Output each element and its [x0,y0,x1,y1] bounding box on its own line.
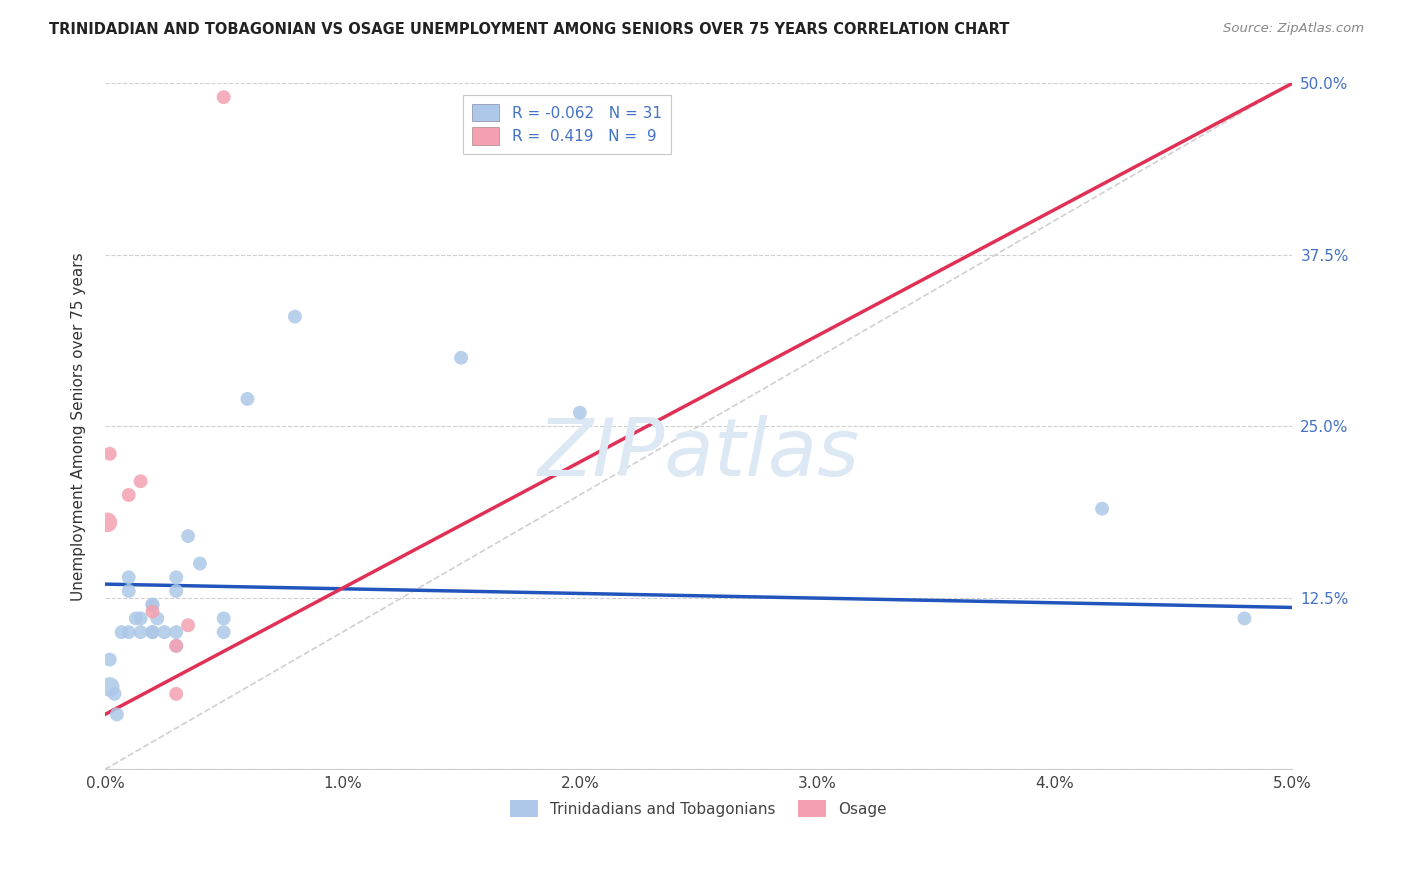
Point [110,625,132,640]
Point [165,625,187,640]
Point [98,652,121,666]
Point [165,639,187,653]
Point [188,557,211,571]
Point [165,584,187,599]
Point [125,611,148,625]
Point [98,447,121,461]
Point [118,488,141,502]
Point [284,310,307,324]
Legend: Trinidadians and Tobagonians, Osage: Trinidadians and Tobagonians, Osage [505,794,893,823]
Point [165,639,187,653]
Point [146,611,169,625]
Point [153,625,176,640]
Point [165,687,187,701]
Point [129,625,152,640]
Point [129,611,152,625]
Point [129,475,152,489]
Point [1233,611,1256,625]
Point [141,625,163,640]
Point [141,598,163,612]
Point [141,605,163,619]
Point [98,680,121,694]
Point [105,707,128,722]
Y-axis label: Unemployment Among Seniors over 75 years: Unemployment Among Seniors over 75 years [72,252,86,600]
Point [118,625,141,640]
Point [103,687,125,701]
Point [1091,501,1114,516]
Point [165,570,187,584]
Point [450,351,472,365]
Point [568,406,591,420]
Point [118,584,141,599]
Point [236,392,259,406]
Point [177,529,200,543]
Point [212,625,235,640]
Text: TRINIDADIAN AND TOBAGONIAN VS OSAGE UNEMPLOYMENT AMONG SENIORS OVER 75 YEARS COR: TRINIDADIAN AND TOBAGONIAN VS OSAGE UNEM… [49,22,1010,37]
Text: ZIPatlas: ZIPatlas [537,415,859,492]
Point [141,625,163,640]
Point [118,570,141,584]
Point [212,611,235,625]
Text: Source: ZipAtlas.com: Source: ZipAtlas.com [1223,22,1364,36]
Point [177,618,200,632]
Point [141,598,163,612]
Point [212,90,235,104]
Point [96,516,118,530]
